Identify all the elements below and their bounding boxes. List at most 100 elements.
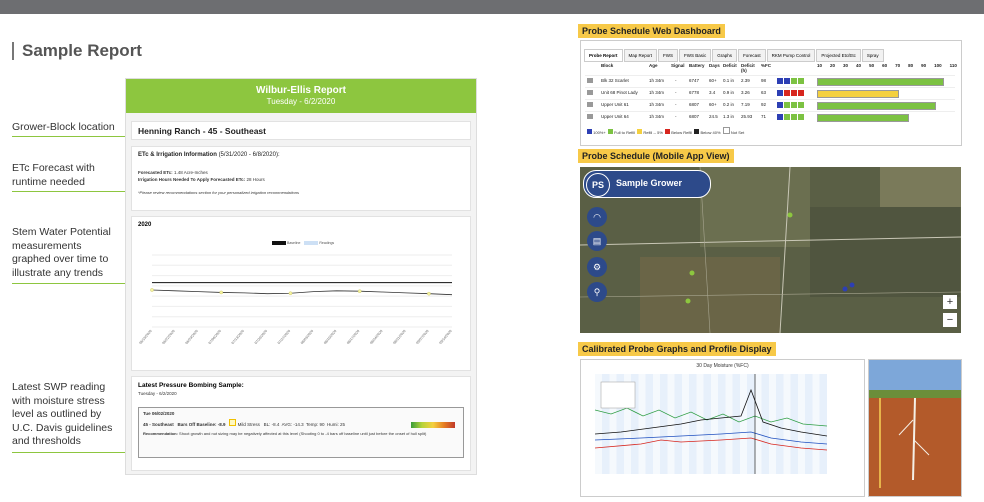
moisture-chart-title: 30 Day Moisture (%FC): [696, 363, 749, 369]
sample-stats: 45 - Southeast Bars Off Baseline: -8.9 M…: [143, 419, 459, 427]
x-tick-label: 06/22/2020: [162, 329, 176, 345]
tab-pump-control[interactable]: RKM Pump Control: [766, 49, 816, 62]
soil-profile: [869, 360, 961, 496]
probe-rows: Blk 32 Scarlet 1h 34m - 6747 60+ 0.1 in 2.39 98…: [585, 75, 955, 123]
x-tick-label: 09/07/2020: [415, 329, 429, 345]
probe-cell-age: 1h 34m: [649, 114, 665, 119]
probe-cell-deficit: 0.1 in: [723, 78, 735, 83]
day-stripe: [638, 374, 646, 474]
review-note: *Please review recommendations section f…: [138, 190, 299, 195]
day-stripe: [711, 374, 718, 474]
probe-status-swatch: [791, 78, 797, 84]
probe-status-swatch: [798, 114, 804, 120]
tab-map-report[interactable]: Map Report: [623, 49, 658, 62]
hours-line: Irrigation Hours Needed To Apply Forecas…: [138, 177, 265, 182]
probe-cell-block: Blk 32 Scarlet: [601, 78, 629, 83]
tab-projected[interactable]: Projected Etc/Etc: [816, 49, 861, 62]
probe-cell-signal: -: [675, 114, 677, 119]
callout-line: [12, 136, 130, 137]
day-stripe: [696, 374, 704, 474]
probe-table-header: Block Age Signal Battery Days Deficit De…: [601, 63, 957, 73]
x-tick-label: 07/13/2020: [231, 329, 245, 345]
block-name: Henning Ranch - 45 - Southeast: [138, 126, 266, 136]
profile-display: [868, 359, 962, 497]
x-tick-label: 06/15/2020: [138, 329, 152, 345]
probe-row[interactable]: Blk 32 Scarlet 1h 34m - 6747 60+ 0.1 in 2.39 98: [585, 75, 955, 87]
probe-cell-deficit_h: 3.26: [741, 90, 750, 95]
callout-grower-block: Grower-Block location: [12, 121, 115, 133]
chart-year: 2020: [138, 222, 152, 228]
tab-probe-report[interactable]: Probe Report: [584, 49, 623, 62]
sample-box: Tue 06/02/2020 45 - Southeast Bars Off B…: [138, 407, 464, 458]
legend-swatch: [722, 127, 730, 134]
legend-swatch-baseline: [272, 241, 286, 246]
legend-swatch: [694, 129, 700, 134]
probe-cell-days: 60+: [709, 78, 717, 83]
tab-spray[interactable]: Spray: [861, 49, 884, 62]
day-stripe: [609, 374, 617, 474]
callout-latest-swp: Latest SWP reading with moisture stress …: [12, 381, 113, 447]
report-date: Tuesday - 6/2/2020: [266, 97, 336, 106]
tab-graphs[interactable]: Graphs: [712, 49, 738, 62]
probe-icon: [587, 102, 593, 107]
grower-pill[interactable]: PS Sample Grower: [583, 170, 711, 198]
block-card: Henning Ranch - 45 - Southeast: [131, 121, 471, 140]
legend-swatch: [587, 129, 592, 134]
probe-status-swatch: [798, 102, 804, 108]
probe-cell-age: 1h 34m: [649, 90, 665, 95]
wifi-icon[interactable]: ◠: [587, 207, 607, 227]
probe-cell-deficit: 0.9 in: [723, 90, 735, 95]
day-stripe: [595, 374, 602, 474]
x-tick-label: 07/06/2020: [208, 329, 222, 345]
section-title: Sample Report: [12, 42, 142, 60]
probe-cell-battery: 6747: [689, 78, 700, 83]
probe-row[interactable]: Upper Unit 61 1h 34m - 6807 60+ 0.2 in 7.19 92: [585, 99, 955, 111]
probe-cell-deficit_h: 25.93: [741, 114, 753, 119]
sample-date: Tue 06/02/2020: [143, 411, 175, 416]
wilbur-ellis-report: Wilbur-Ellis Report Tuesday - 6/2/2020 H…: [125, 78, 477, 475]
probe-table: Block Age Signal Battery Days Deficit De…: [585, 63, 957, 123]
probe-cell-days: 24.5: [709, 114, 718, 119]
tab-fws-basic[interactable]: FWS Basic: [679, 49, 712, 62]
x-tick-label: 06/29/2020: [185, 329, 199, 345]
probe-cell-battery: 6807: [689, 114, 700, 119]
moisture-graph-panel: 30 Day Moisture (%FC): [580, 359, 865, 497]
dashboard-title: Probe Schedule Web Dashboard: [578, 24, 725, 38]
probe-row[interactable]: Upper Unit 64 1h 34m - 6807 24.5 1.3 in 25.93 7…: [585, 111, 955, 123]
probe-row[interactable]: Unit 68 Pinot Lady 1h 34m - 6778 3.4 0.9 in 3.…: [585, 87, 955, 99]
x-tick-label: 08/24/2020: [369, 329, 383, 345]
graphs-title: Calibrated Probe Graphs and Profile Disp…: [578, 342, 776, 356]
tab-fws[interactable]: FWS: [658, 49, 679, 62]
tab-forecast[interactable]: Forecast: [738, 49, 766, 62]
callout-swp-graph: Stem Water Potential measurements graphe…: [12, 226, 111, 279]
probe-cell-deficit: 0.2 in: [723, 102, 735, 107]
report-title: Wilbur-Ellis Report: [256, 85, 346, 96]
x-tick-label: 07/20/2020: [254, 329, 268, 345]
probe-status-swatch: [784, 90, 790, 96]
day-stripe: [682, 374, 689, 474]
swp-line-chart: 06/15/2020 06/22/2020 06/29/2020 07/06/2020…: [138, 254, 453, 345]
dashboard-panel: Probe Report Map Report FWS FWS Basic Graphs…: [580, 40, 962, 146]
mobile-title: Probe Schedule (Mobile App View): [578, 149, 734, 163]
probe-icon: [587, 90, 593, 95]
x-tick-label: 08/10/2020: [323, 329, 337, 345]
settings-icon[interactable]: ⚙: [587, 257, 607, 277]
fc-bar: [817, 102, 937, 110]
mobile-map[interactable]: PS Sample Grower ◠ ▤ ⚙ ⚲ + −: [580, 167, 961, 333]
dashboard-legend: 100%+ Full to Refill Refill -- 5% Below …: [587, 127, 744, 135]
series-line-readings: [151, 289, 453, 296]
fc-bar: [817, 90, 900, 98]
location-pin-icon[interactable]: ⚲: [587, 282, 607, 302]
probe-cell-fc: 98: [761, 78, 767, 83]
legend-swatch: [607, 129, 613, 134]
day-stripe: [798, 374, 805, 474]
dashboard-tabs: Probe Report Map Report FWS FWS Basic Graphs…: [584, 44, 958, 62]
probe-status-swatch: [798, 78, 804, 84]
zoom-in-button[interactable]: +: [943, 295, 957, 309]
document-icon[interactable]: ▤: [587, 231, 607, 251]
day-stripe: [754, 374, 762, 474]
probe-cell-deficit: 1.3 in: [723, 114, 735, 119]
probe-cell-signal: -: [675, 90, 677, 95]
data-point: [357, 289, 362, 294]
zoom-out-button[interactable]: −: [943, 313, 957, 327]
